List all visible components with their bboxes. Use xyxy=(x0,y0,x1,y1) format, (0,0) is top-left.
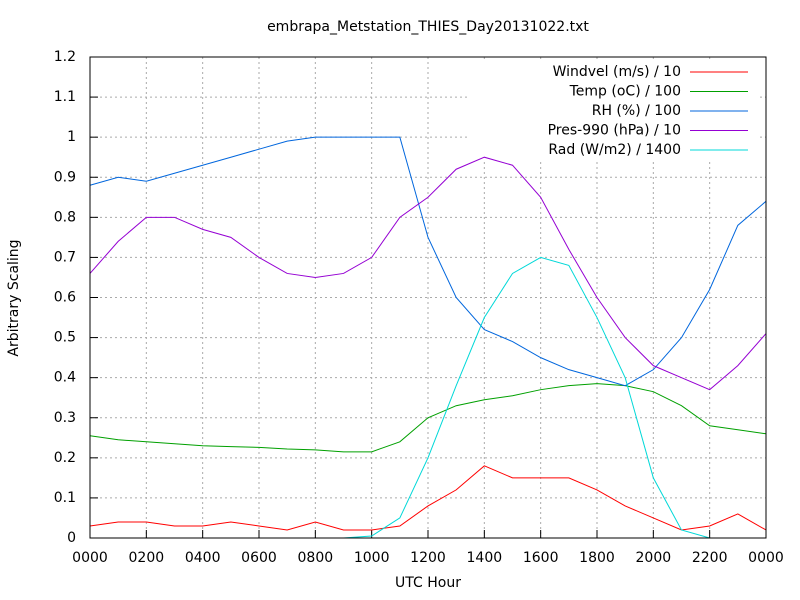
series-line xyxy=(89,156,767,391)
y-tick-label: 0.6 xyxy=(54,290,76,306)
legend-label: Temp (oC) / 100 xyxy=(569,84,681,100)
x-tick-label: 1000 xyxy=(354,550,390,566)
y-tick-label: 0.8 xyxy=(54,209,76,225)
y-tick-label: 0.4 xyxy=(54,370,76,386)
plot-border xyxy=(89,56,767,539)
x-tick-label: 0000 xyxy=(748,550,784,566)
x-axis-label: UTC Hour xyxy=(395,575,461,591)
legend-label: RH (%) / 100 xyxy=(592,103,681,119)
legend-background xyxy=(470,60,760,160)
series-line xyxy=(89,465,767,531)
y-tick-label: 1.1 xyxy=(54,89,76,105)
y-tick-label: 1 xyxy=(67,129,76,145)
y-tick-label: 0.9 xyxy=(54,169,76,185)
y-tick-label: 0.1 xyxy=(54,490,76,506)
chart-title: embrapa_Metstation_THIES_Day20131022.txt xyxy=(267,19,589,35)
y-axis-label: Arbitrary Scaling xyxy=(6,239,22,356)
y-tick-label: 0.5 xyxy=(54,330,76,346)
legend-label: Rad (W/m2) / 1400 xyxy=(548,142,681,158)
x-tick-label: 1600 xyxy=(523,550,559,566)
y-tick-label: 0 xyxy=(67,530,76,546)
x-tick-label: 2200 xyxy=(692,550,728,566)
x-tick-label: 2000 xyxy=(636,550,672,566)
legend-label: Pres-990 (hPa) / 10 xyxy=(548,123,681,139)
y-tick-label: 0.7 xyxy=(54,249,76,265)
x-tick-label: 0600 xyxy=(241,550,277,566)
x-tick-label: 0000 xyxy=(72,550,108,566)
series-line xyxy=(89,136,767,387)
x-tick-label: 0800 xyxy=(298,550,334,566)
y-tick-label: 0.2 xyxy=(54,450,76,466)
x-tick-label: 0400 xyxy=(185,550,221,566)
y-tick-label: 0.3 xyxy=(54,410,76,426)
legend-label: Windvel (m/s) / 10 xyxy=(553,64,681,80)
x-tick-label: 1800 xyxy=(579,550,615,566)
x-tick-label: 1200 xyxy=(410,550,446,566)
y-tick-label: 1.2 xyxy=(54,49,76,65)
x-tick-label: 0200 xyxy=(129,550,165,566)
series-line xyxy=(89,383,767,453)
x-tick-label: 1400 xyxy=(467,550,503,566)
